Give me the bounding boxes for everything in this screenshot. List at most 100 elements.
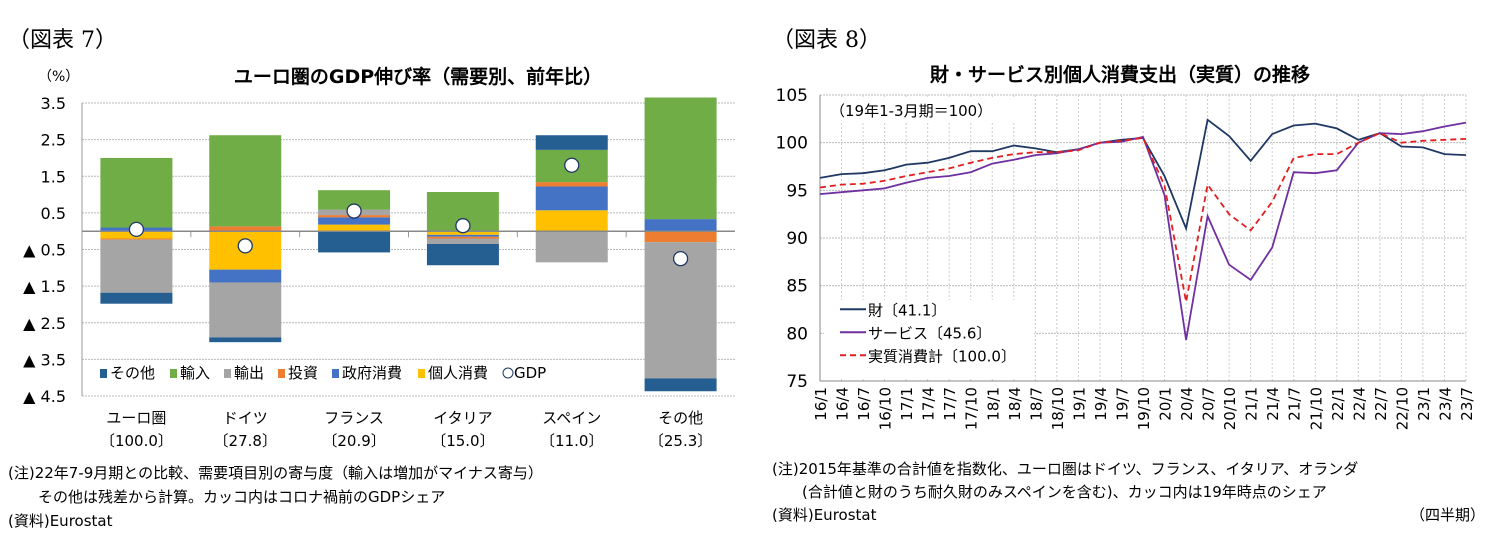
base-annotation: （19年1-3月期＝100） <box>830 102 992 120</box>
legend-label: その他 <box>110 364 155 382</box>
bar-segment-輸出 <box>535 231 608 263</box>
x-tick-label: 21/4 <box>1264 387 1282 421</box>
gdp-marker <box>346 203 362 219</box>
figure-8-label: （図表 8） <box>772 28 881 53</box>
x-tick-label: 18/10 <box>1049 387 1067 430</box>
y-tick-label: 2.5 <box>41 131 66 150</box>
y-tick-label: 75 <box>786 372 808 392</box>
legend-swatch-その他 <box>100 369 107 378</box>
legend-swatch-輸入 <box>170 369 177 378</box>
bar-segment-政府消費 <box>426 234 499 237</box>
left-note-1: (注)22年7-9月期との比較、需要項目別の寄与度（輸入は増加がマイナス寄与） <box>8 464 543 482</box>
y-tick-label: ▲ 0.5 <box>23 241 66 260</box>
category-label: イタリア <box>433 409 492 427</box>
bar-segment-政府消費 <box>209 269 282 283</box>
series-line-2 <box>819 132 1467 303</box>
y-unit-label: （%） <box>38 69 79 85</box>
x-tick-label: 22/10 <box>1393 387 1411 430</box>
chart-title: ユーロ圏のGDP伸び率（需要別、前年比） <box>234 65 602 88</box>
category-share: 〔11.0〕 <box>540 432 603 450</box>
y-tick-label: ▲ 3.5 <box>23 350 66 369</box>
bar-segment-輸入 <box>318 190 391 210</box>
category-label: ドイツ <box>223 409 268 427</box>
gdp-marker <box>564 157 580 173</box>
right-source: (資料)Eurostat <box>772 506 877 524</box>
x-tick-label: 22/1 <box>1329 387 1347 421</box>
y-tick-label: 105 <box>776 86 808 106</box>
x-tick-label: 16/1 <box>812 387 830 421</box>
bar-segment-輸入 <box>100 157 173 228</box>
x-tick-label: 18/4 <box>1006 387 1024 421</box>
annotation-bg <box>824 97 1024 123</box>
x-tick-label: 19/1 <box>1070 387 1088 421</box>
bar-segment-投資 <box>100 238 173 240</box>
gdp-marker <box>672 251 689 267</box>
category-share: 〔100.0〕 <box>100 432 173 450</box>
x-tick-label: 19/4 <box>1092 387 1110 421</box>
bar-segment-投資 <box>209 226 282 232</box>
chart-title: 財・サービス別個人消費支出（実質）の推移 <box>930 63 1310 86</box>
category-label: ユーロ圏 <box>106 409 166 427</box>
x-tick-label: 23/7 <box>1458 387 1476 421</box>
y-tick-label: ▲ 1.5 <box>23 277 66 296</box>
figure-7-label: （図表 7） <box>8 28 117 53</box>
legend-label: サービス〔45.6〕 <box>868 324 991 342</box>
category-share: 〔25.3〕 <box>649 432 712 450</box>
legend-label: 実質消費計〔100.0〕 <box>868 347 1016 365</box>
legend-label: 政府消費 <box>342 364 402 382</box>
bar-segment-投資 <box>535 182 608 187</box>
category-label: スペイン <box>542 409 601 427</box>
x-tick-label: 17/1 <box>898 387 916 421</box>
legend-label: 財〔41.1〕 <box>868 301 946 319</box>
x-tick-label: 22/7 <box>1372 387 1390 421</box>
legend-swatch-政府消費 <box>332 369 339 378</box>
y-tick-label: 85 <box>786 277 808 297</box>
y-tick-label: ▲ 4.5 <box>23 387 66 406</box>
x-tick-label: 16/10 <box>877 387 895 430</box>
gdp-marker <box>237 238 253 254</box>
bar-segment-その他 <box>100 292 173 304</box>
bar-segment-政府消費 <box>535 186 608 211</box>
bar-segment-その他 <box>535 135 608 150</box>
category-label: フランス <box>324 409 384 427</box>
bar-segment-その他 <box>644 378 717 392</box>
category-share: 〔15.0〕 <box>431 432 494 450</box>
x-tick-label: 20/10 <box>1221 387 1239 430</box>
gdp-marker <box>128 221 145 238</box>
legend-label: 個人消費 <box>428 364 488 382</box>
bar-segment-投資 <box>644 231 717 243</box>
right-note-1: (注)2015年基準の合計値を指数化、ユーロ圏はドイツ、フランス、イタリア、オラ… <box>772 460 1359 478</box>
legend-swatch-輸出 <box>224 369 231 378</box>
bar-segment-個人消費 <box>535 210 608 232</box>
y-tick-label: 3.5 <box>41 94 66 113</box>
bar-segment-政府消費 <box>644 219 717 232</box>
bar-segment-政府消費 <box>318 217 391 225</box>
y-tick-label: 95 <box>786 181 808 201</box>
x-tick-label: 20/7 <box>1200 387 1218 421</box>
x-tick-label: 18/1 <box>984 387 1002 421</box>
legend-swatch-投資 <box>278 369 285 378</box>
left-note-2: その他は残差から計算。カッコ内はコロナ禍前のGDPシェア <box>8 488 446 506</box>
category-share: 〔27.8〕 <box>214 432 277 450</box>
bar-segment-輸入 <box>644 97 717 220</box>
y-tick-label: 90 <box>786 229 808 249</box>
legend-label: 輸入 <box>180 364 210 382</box>
category-label: その他 <box>658 409 703 427</box>
x-tick-label: 16/4 <box>834 387 852 421</box>
y-tick-label: ▲ 2.5 <box>23 314 66 333</box>
bar-segment-輸入 <box>209 135 282 227</box>
x-tick-label: 21/1 <box>1243 387 1261 421</box>
x-tick-label: 17/4 <box>920 387 938 421</box>
y-tick-label: 0.5 <box>41 204 66 223</box>
category-share: 〔20.9〕 <box>322 432 385 450</box>
bar-segment-輸出 <box>209 282 282 338</box>
bar-segment-輸出 <box>426 238 499 245</box>
gdp-marker <box>455 218 471 234</box>
bar-segment-その他 <box>426 244 499 266</box>
legend-bg <box>824 299 1034 379</box>
x-tick-label: 17/10 <box>963 387 981 430</box>
bar-segment-その他 <box>209 337 282 343</box>
x-tick-label: 17/7 <box>941 387 959 421</box>
x-tick-label: 20/1 <box>1157 387 1175 421</box>
legend-label: GDP <box>514 364 546 382</box>
